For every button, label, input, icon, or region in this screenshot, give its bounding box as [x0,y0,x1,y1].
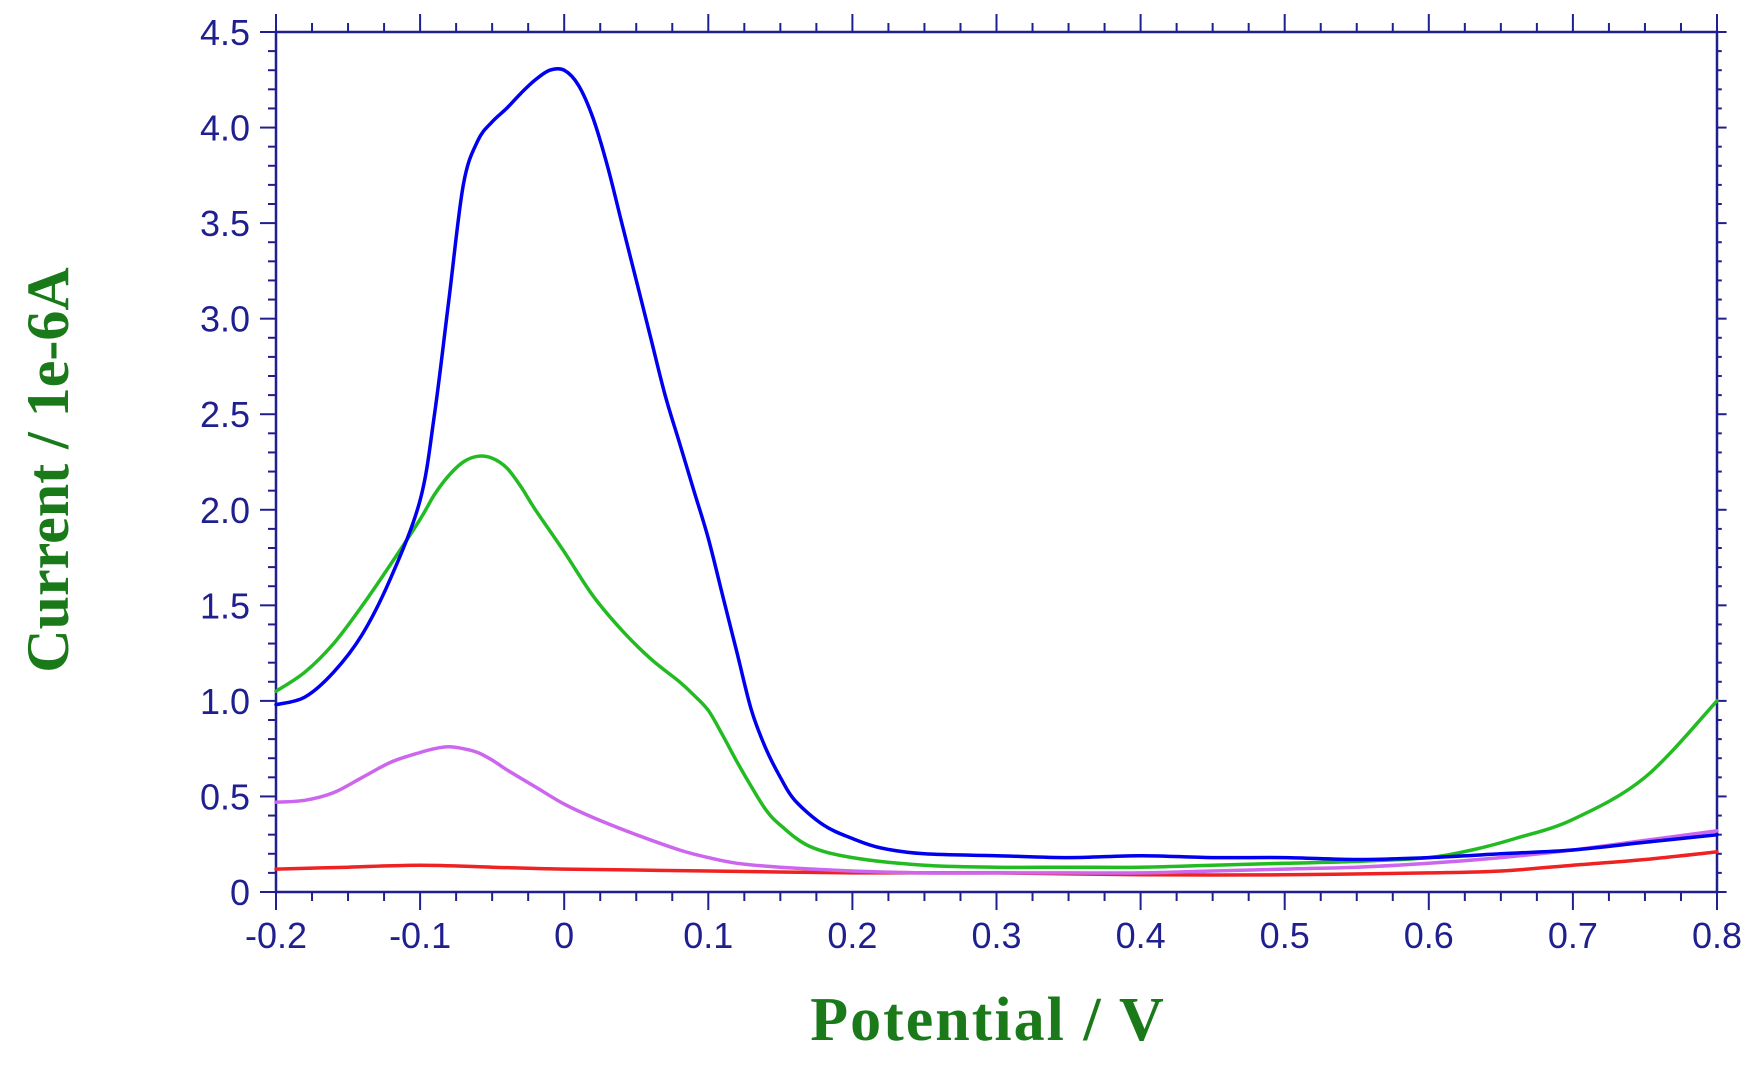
y-tick-label: 1.0 [200,681,250,722]
x-tick-label: 0.4 [1116,915,1166,956]
y-tick-label: 0.5 [200,776,250,817]
x-tick-label: 0 [554,915,574,956]
plot-border [274,30,1719,894]
x-tick-label: 0.5 [1260,915,1310,956]
x-tick-label: 0.2 [827,915,877,956]
y-tick-label: 4.5 [200,12,250,53]
axis-ticks [260,14,1727,910]
y-axis-title: Current / 1e-6A [15,267,81,672]
x-tick-label: -0.2 [245,915,307,956]
y-tick-label: 2.5 [200,394,250,435]
y-tick-label: 3.5 [200,203,250,244]
y-tick-label: 1.5 [200,585,250,626]
plot-frame [274,30,1719,894]
y-tick-label: 2.0 [200,490,250,531]
x-tick-label: -0.1 [389,915,451,956]
green-series-line [274,454,1719,870]
x-tick-label: 0.8 [1692,915,1742,956]
x-tick-label: 0.7 [1548,915,1598,956]
x-axis-title: Potential / V [810,986,1166,1054]
x-tick-label: 0.3 [971,915,1021,956]
y-tick-labels: 0 0.5 1.0 1.5 2.0 2.5 3.0 3.5 4.0 4.5 [200,12,250,913]
x-tick-labels: -0.2 -0.1 0 0.1 0.2 0.3 0.4 0.5 0.6 0.7 0.8 [245,915,1742,956]
y-tick-label: 4.0 [200,108,250,149]
x-tick-label: 0.6 [1404,915,1454,956]
x-tick-label: 0.1 [683,915,733,956]
y-tick-label: 0 [230,872,250,913]
y-tick-label: 3.0 [200,299,250,340]
blue-series-line [274,66,1719,862]
violet-series-line [274,745,1719,875]
series-lines [274,66,1719,877]
